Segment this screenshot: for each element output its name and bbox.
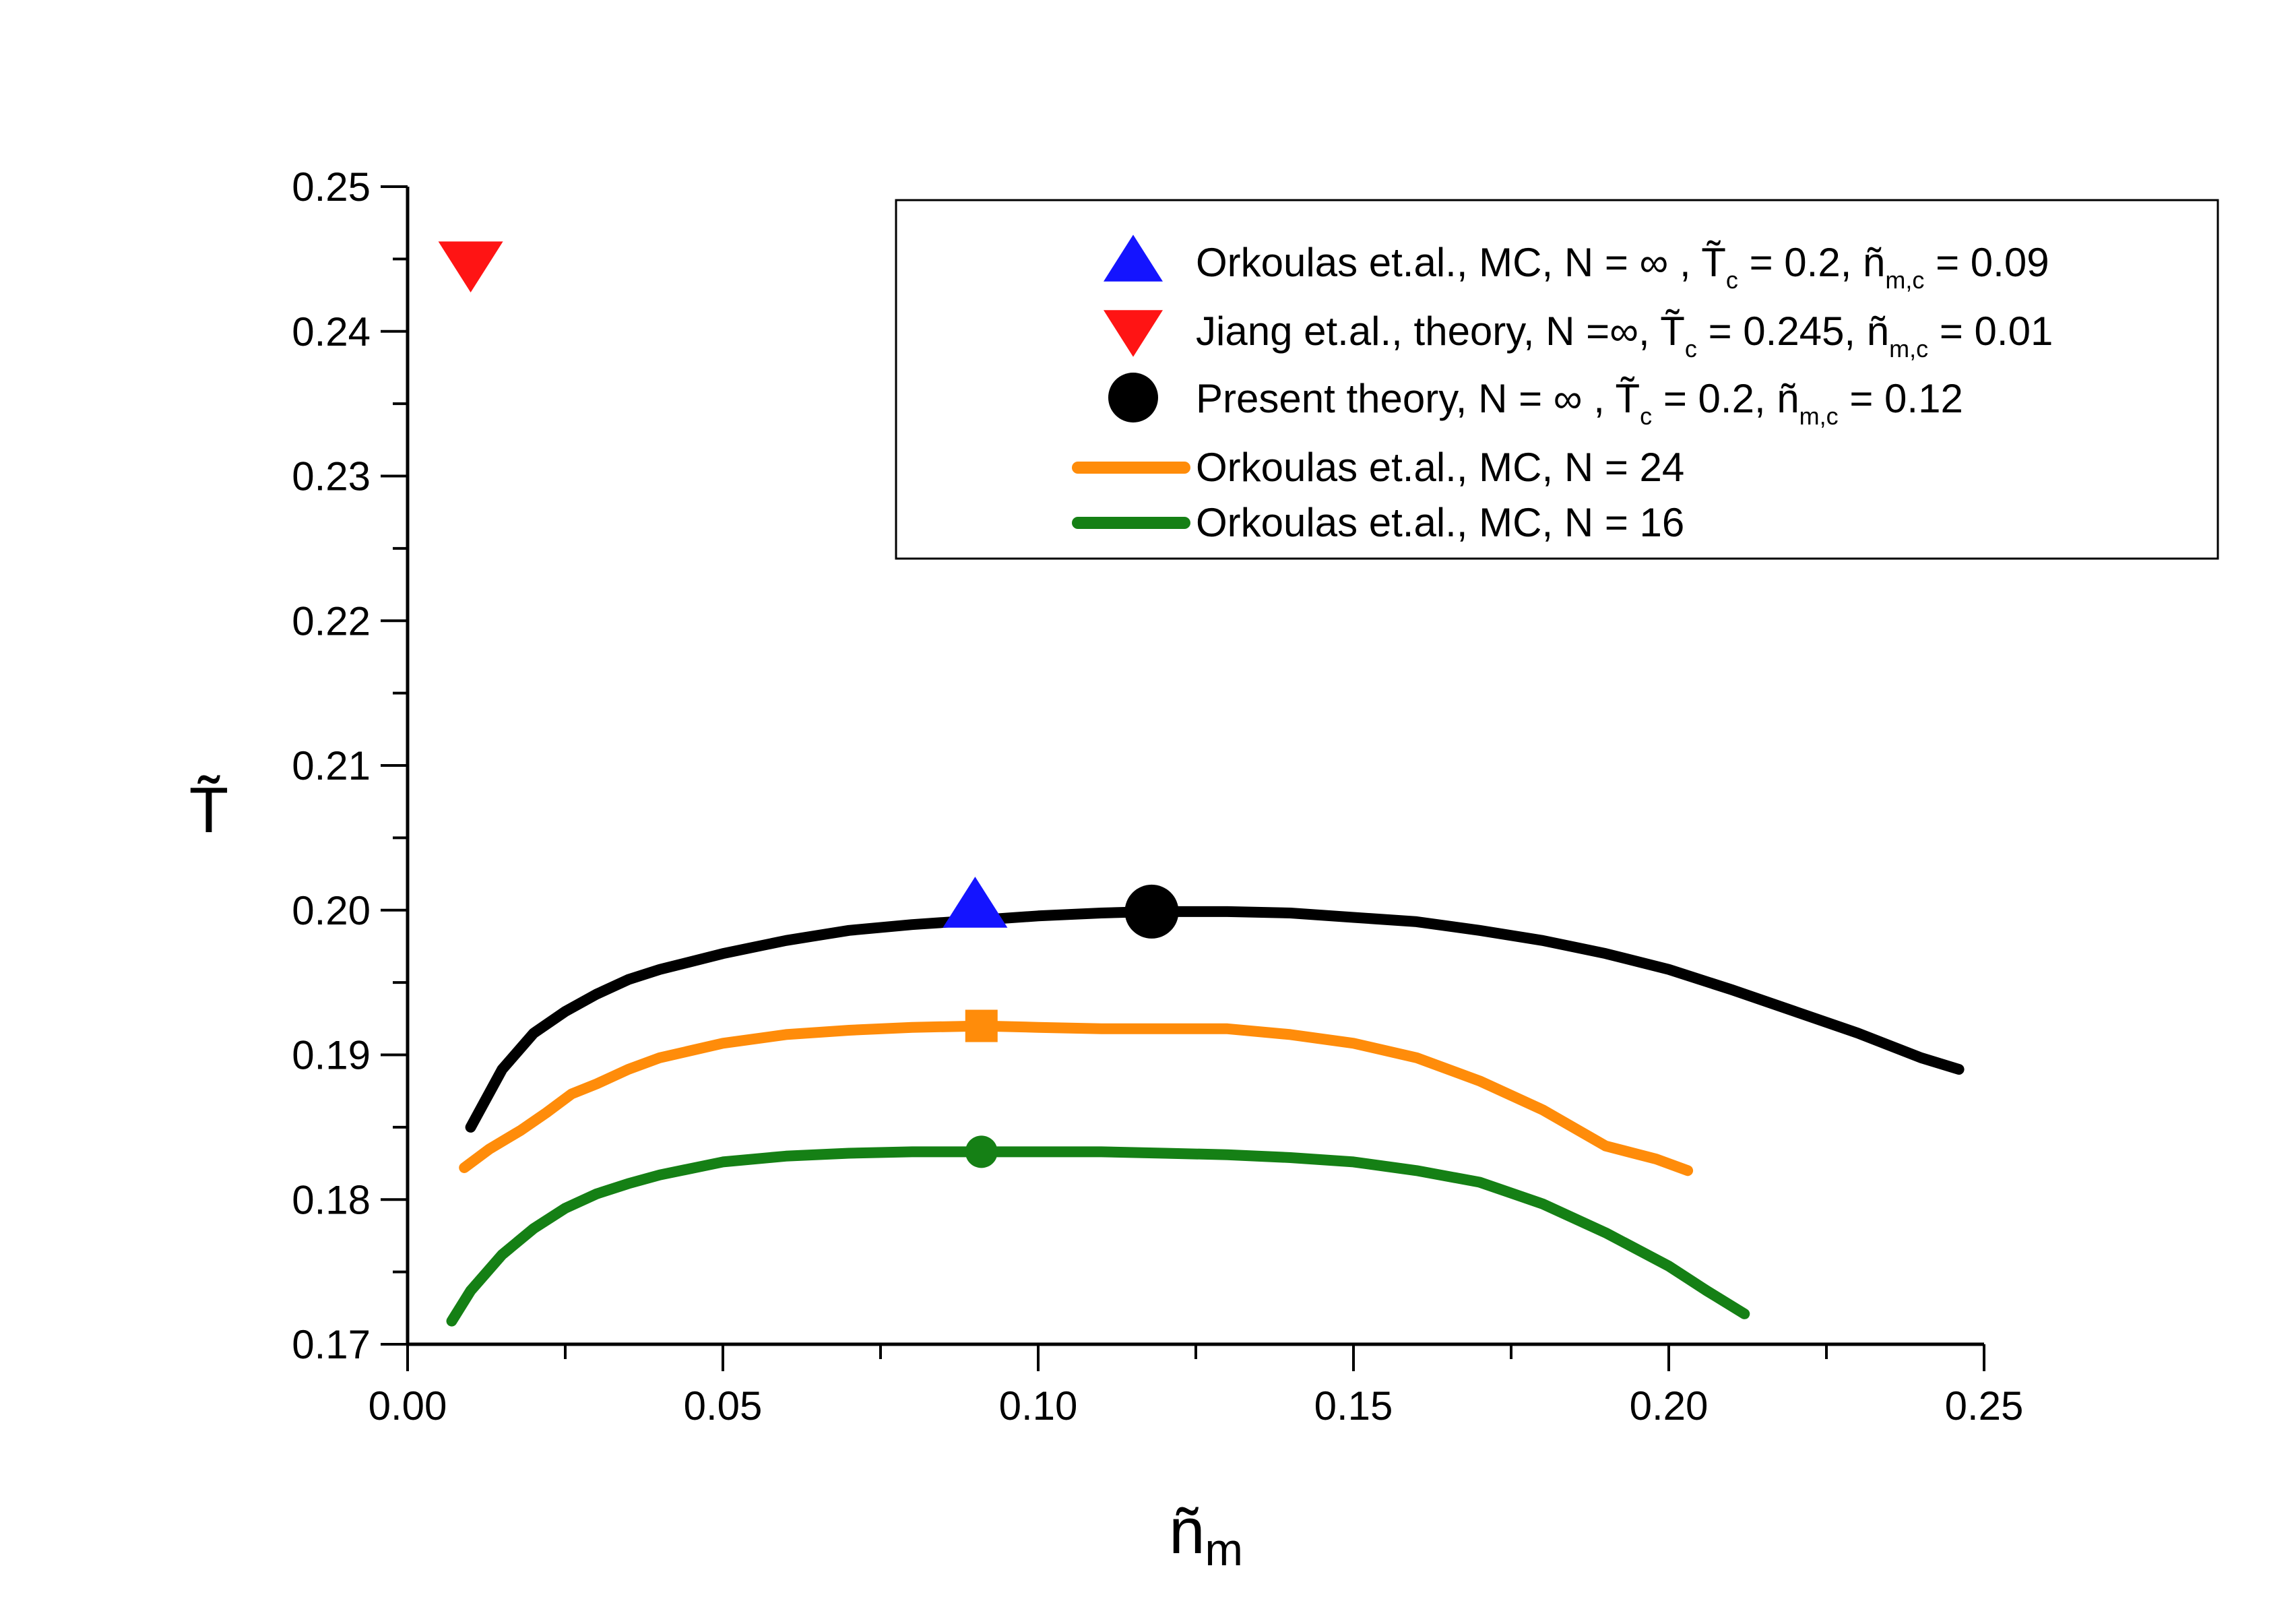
series-line-marker-1 <box>965 1009 998 1042</box>
series-line-2 <box>446 1146 1750 1327</box>
legend: Orkoulas et.al., MC, N = ∞ , T̃c = 0.2, … <box>895 199 2219 560</box>
y-tick-label: 0.25 <box>292 164 371 210</box>
y-tick-label: 0.24 <box>292 309 371 354</box>
y-tick-label: 0.21 <box>292 743 371 788</box>
series-layer <box>446 906 1965 1327</box>
axes: 0.17 0.18 0.19 0.20 0.21 0.22 0.23 0.24 0.25 0.00… <box>292 164 2023 1428</box>
y-axis-title: T̃ <box>189 774 229 846</box>
x-axis-title: ñm <box>1169 1495 1243 1575</box>
series-line-marker-2 <box>965 1135 998 1168</box>
x-axis-title-sub: m <box>1205 1524 1243 1575</box>
y-tick-label: 0.19 <box>292 1033 371 1078</box>
x-tick-label: 0.20 <box>1630 1383 1709 1428</box>
legend-item: Orkoulas et.al., MC, N = ∞ , T̃c = 0.2, … <box>1104 234 2049 294</box>
x-tick-label: 0.25 <box>1945 1383 2024 1428</box>
legend-swatch <box>1104 310 1163 357</box>
x-tick-label: 0.10 <box>999 1383 1078 1428</box>
legend-item: Orkoulas et.al., MC, N = 24 <box>1072 445 1684 490</box>
legend-item: Jiang et.al., theory, N =∞, T̃c = 0.245,… <box>1104 309 2053 363</box>
y-tick-label: 0.17 <box>292 1322 371 1367</box>
legend-swatch <box>1108 373 1158 422</box>
legend-label: Present theory, N = ∞ , T̃c = 0.2, ñm,c … <box>1196 376 1963 430</box>
legend-item: Present theory, N = ∞ , T̃c = 0.2, ñm,c … <box>1108 373 1963 430</box>
legend-swatch <box>1104 234 1163 282</box>
x-tick-label: 0.00 <box>369 1383 447 1428</box>
x-tick-label: 0.15 <box>1314 1383 1393 1428</box>
x-tick-label: 0.05 <box>684 1383 763 1428</box>
data-point-4-0 <box>438 241 503 293</box>
y-tick-label: 0.23 <box>292 454 371 499</box>
legend-label: Jiang et.al., theory, N =∞, T̃c = 0.245,… <box>1196 309 2053 363</box>
x-axis-title-main: ñ <box>1169 1495 1205 1567</box>
legend-label: Orkoulas et.al., MC, N = 16 <box>1196 500 1684 545</box>
data-point-3-0 <box>943 877 1008 928</box>
data-point-5-0 <box>1124 884 1179 939</box>
legend-item: Orkoulas et.al., MC, N = 16 <box>1072 500 1684 545</box>
y-tick-label: 0.18 <box>292 1177 371 1222</box>
y-tick-label: 0.20 <box>292 888 371 933</box>
legend-label: Orkoulas et.al., MC, N = ∞ , T̃c = 0.2, … <box>1196 240 2049 294</box>
marker-layer <box>438 241 1179 1168</box>
y-tick-label: 0.22 <box>292 598 371 643</box>
legend-label: Orkoulas et.al., MC, N = 24 <box>1196 445 1684 490</box>
series-line-0 <box>465 906 1965 1133</box>
